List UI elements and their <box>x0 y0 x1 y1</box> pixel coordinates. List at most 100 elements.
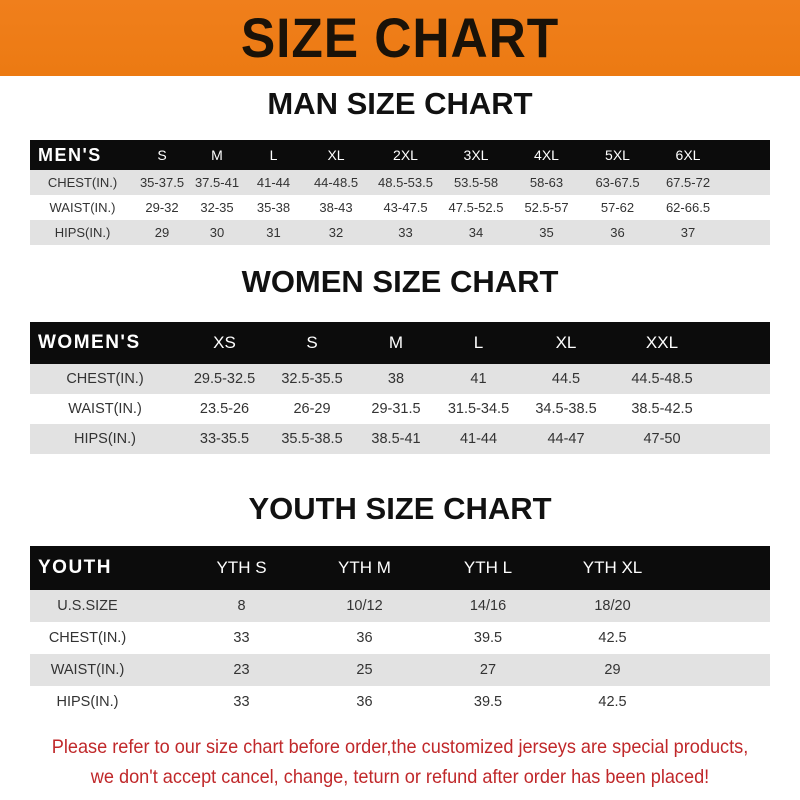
table-cell: 35 <box>539 225 554 240</box>
size-header: L <box>473 333 484 352</box>
table-row: HIPS(IN.) 29 30 31 32 33 34 35 36 37 <box>30 220 770 245</box>
youth-title: YOUTH SIZE CHART <box>248 491 552 526</box>
size-header: XL <box>327 147 345 163</box>
table-cell: 39.5 <box>473 694 503 710</box>
table-row: WAIST(IN.) 29-32 32-35 35-38 38-43 43-47.5 47.… <box>30 195 770 220</box>
table-cell: 33 <box>233 630 250 646</box>
table-cell: 36 <box>610 225 625 240</box>
size-header: YTH XL <box>582 558 643 577</box>
table-cell: 26-29 <box>293 401 331 417</box>
table-cell: 44.5-48.5 <box>631 371 693 387</box>
size-header: YTH L <box>463 558 513 577</box>
table-cell: 31.5-34.5 <box>447 401 510 417</box>
table-row: CHEST(IN.) 33 36 39.5 42.5 <box>30 622 770 654</box>
table-cell: 39.5 <box>473 630 503 646</box>
notice-line-1: Please refer to our size chart before or… <box>51 736 749 758</box>
table-cell: 42.5 <box>598 694 627 710</box>
youth-size-table: YOUTH YTH S YTH M YTH L YTH XL U.S.SIZE 8 10/12… <box>30 546 770 718</box>
table-cell: 44-47 <box>547 431 585 447</box>
table-cell: 43-47.5 <box>383 200 428 215</box>
row-label: HIPS(IN.) <box>56 694 119 710</box>
table-cell: 29 <box>154 225 170 240</box>
table-cell: 41 <box>470 371 487 387</box>
men-title: MAN SIZE CHART <box>267 86 533 121</box>
size-header: 4XL <box>534 147 559 163</box>
table-cell: 44-48.5 <box>313 175 359 190</box>
table-cell: 27 <box>479 662 497 678</box>
table-cell: 31 <box>266 225 281 240</box>
size-header: YTH S <box>216 558 267 577</box>
table-header-label: WOMEN'S <box>38 332 141 353</box>
women-size-table: WOMEN'S XS S M L XL XXL CHEST(IN.) 29.5-32.5 32.5… <box>30 322 770 454</box>
table-cell: 36 <box>356 630 373 646</box>
table-cell: 33 <box>398 225 413 240</box>
men-size-table: MEN'S S M L XL 2XL 3XL 4XL 5XL 6XL CHEST(IN.) 35-37… <box>30 140 770 245</box>
table-cell: 47.5-52.5 <box>448 200 504 215</box>
row-label: CHEST(IN.) <box>48 630 127 646</box>
size-header: L <box>269 147 278 163</box>
banner: SIZE CHART <box>0 0 800 76</box>
row-label: WAIST(IN.) <box>68 401 142 417</box>
table-cell: 62-66.5 <box>665 200 711 215</box>
notice-line-2: we don't accept cancel, change, teturn o… <box>90 766 710 788</box>
size-header: YTH M <box>338 558 391 577</box>
table-cell: 35-38 <box>256 200 291 215</box>
table-cell: 25 <box>356 662 373 678</box>
table-cell: 53.5-58 <box>453 175 499 190</box>
table-cell: 30 <box>209 225 225 240</box>
table-cell: 34.5-38.5 <box>535 401 597 417</box>
table-cell: 42.5 <box>598 630 627 646</box>
size-header: XL <box>555 333 577 352</box>
size-header: 2XL <box>393 147 418 163</box>
table-cell: 44.5 <box>551 371 581 387</box>
women-title: WOMEN SIZE CHART <box>241 264 559 299</box>
table-cell: 10/12 <box>346 598 383 614</box>
table-row: WAIST(IN.) 23.5-26 26-29 29-31.5 31.5-34.5 34… <box>30 394 770 424</box>
table-cell: 32-35 <box>200 200 234 215</box>
table-cell: 36 <box>356 694 373 710</box>
header-row: MEN'S S M L XL 2XL 3XL 4XL 5XL 6XL <box>30 140 770 170</box>
table-cell: 38-43 <box>319 200 353 215</box>
table-cell: 35.5-38.5 <box>281 431 343 447</box>
table-row: CHEST(IN.) 29.5-32.5 32.5-35.5 38 41 44.5 44.5… <box>30 364 770 394</box>
table-cell: 33 <box>233 694 250 710</box>
size-header: 5XL <box>605 147 630 163</box>
table-row: CHEST(IN.) 35-37.5 37.5-41 41-44 44-48.5 48.5… <box>30 170 770 195</box>
table-cell: 29 <box>604 662 621 678</box>
table-cell: 29-32 <box>145 200 179 215</box>
size-header: S <box>306 333 318 352</box>
table-cell: 37.5-41 <box>194 175 240 190</box>
table-cell: 14/16 <box>469 598 507 614</box>
table-cell: 8 <box>237 598 246 614</box>
table-cell: 38.5-42.5 <box>631 401 693 417</box>
table-cell: 18/20 <box>594 598 631 614</box>
table-cell: 33-35.5 <box>199 431 250 447</box>
size-header: XXL <box>645 333 679 352</box>
table-cell: 41-44 <box>459 431 498 447</box>
table-header-label: MEN'S <box>38 144 102 165</box>
table-cell: 67.5-72 <box>665 175 711 190</box>
table-cell: 23.5-26 <box>199 401 250 417</box>
banner-title: SIZE CHART <box>240 6 560 69</box>
row-label: HIPS(IN.) <box>54 225 111 240</box>
table-cell: 52.5-57 <box>524 200 569 215</box>
header-row: YOUTH YTH S YTH M YTH L YTH XL <box>30 546 770 590</box>
table-cell: 38.5-41 <box>371 431 421 447</box>
row-label: HIPS(IN.) <box>73 431 137 447</box>
notice: Please refer to our size chart before or… <box>28 732 772 792</box>
table-row: U.S.SIZE 8 10/12 14/16 18/20 <box>30 590 770 622</box>
size-header: M <box>211 147 223 163</box>
size-header: XS <box>213 333 236 352</box>
table-row: HIPS(IN.) 33 36 39.5 42.5 <box>30 686 770 718</box>
size-header: 3XL <box>463 147 489 163</box>
table-cell: 34 <box>468 225 484 240</box>
row-label: U.S.SIZE <box>57 598 118 614</box>
table-cell: 32.5-35.5 <box>281 371 343 387</box>
table-cell: 29-31.5 <box>371 401 421 417</box>
table-cell: 58-63 <box>529 175 564 190</box>
size-header: 6XL <box>675 147 701 163</box>
table-cell: 37 <box>680 225 696 240</box>
table-row: HIPS(IN.) 33-35.5 35.5-38.5 38.5-41 41-44 44-… <box>30 424 770 454</box>
table-cell: 38 <box>387 371 405 387</box>
size-header: M <box>388 333 404 352</box>
